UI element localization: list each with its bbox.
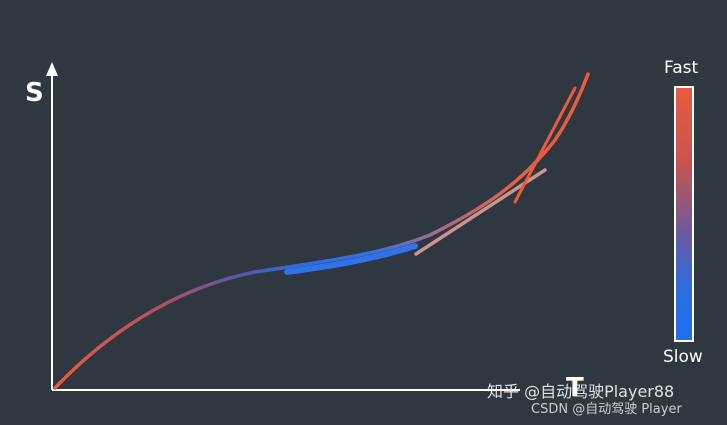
watermark-zhihu: 知乎 @自动驾驶Player88 [487, 382, 675, 401]
s-axis-label: S [25, 78, 44, 108]
t-axis-label: T [566, 373, 584, 403]
legend-fast-label: Fast [664, 58, 699, 78]
speed-colorbar [674, 86, 694, 342]
legend-slow-label: Slow [663, 347, 703, 367]
tangent-line-steep [513, 86, 577, 204]
slow-segment [284, 243, 418, 275]
speed-curve [53, 72, 590, 390]
watermark-csdn: CSDN @自动驾驶 Player [531, 402, 682, 417]
y-axis-arrow-icon [46, 62, 58, 76]
